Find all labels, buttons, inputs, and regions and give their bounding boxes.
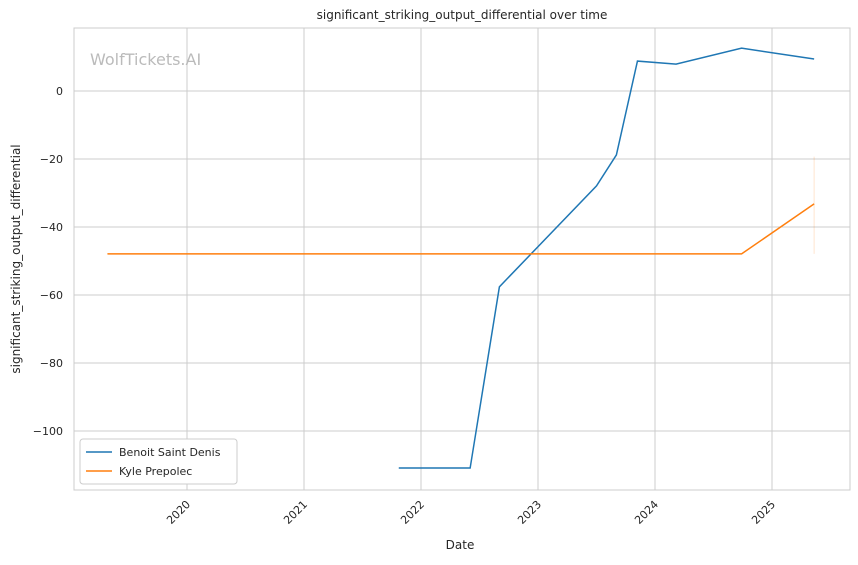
x-axis-label: Date [446,538,475,552]
y-tick-label: −60 [40,289,63,302]
chart-title: significant_striking_output_differential… [317,8,608,22]
y-tick-label: −20 [40,153,63,166]
x-tick-label: 2023 [515,498,544,527]
x-tick-label: 2024 [632,498,661,527]
series-layer [107,48,814,468]
legend: Benoit Saint Denis Kyle Prepolec [80,439,237,484]
legend-label-kyle: Kyle Prepolec [119,465,192,478]
x-tick-label: 2025 [749,498,778,527]
series-line-0 [399,48,814,468]
legend-label-benoit: Benoit Saint Denis [119,446,221,459]
y-axis-label: significant_striking_output_differential [9,144,23,373]
grid [74,28,850,490]
x-tick-label: 2020 [164,498,193,527]
x-tick-label: 2022 [398,498,427,527]
y-tick-label: −40 [40,221,63,234]
series-line-1 [107,204,814,254]
watermark: WolfTickets.AI [90,50,201,69]
y-tick-label: 0 [56,85,63,98]
y-tick-label: −80 [40,357,63,370]
y-tick-label: −100 [33,425,63,438]
x-tick-label: 2021 [281,498,310,527]
plot-frame [74,28,850,490]
